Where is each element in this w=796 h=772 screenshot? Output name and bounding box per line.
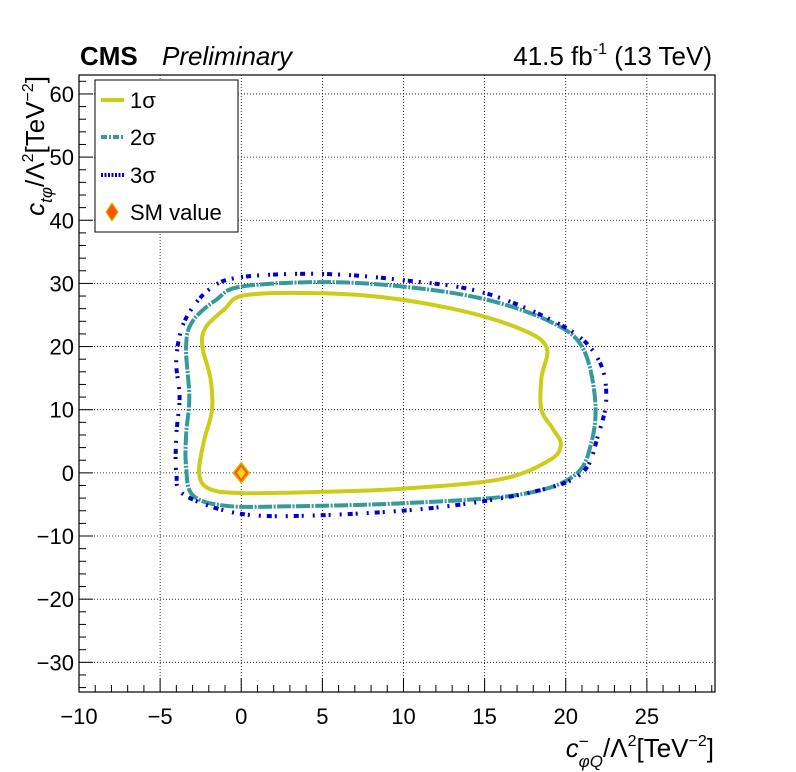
plot-frame [78,74,716,693]
x-label-sup: − [579,732,589,751]
y-axis-label: ctφ/Λ2[TeV−2] [20,76,56,216]
y-tick-label: 0 [62,461,74,486]
y-tick-label: −30 [37,650,74,675]
y-label-unit-close: ] [20,76,50,83]
x-label-rest-sup: 2 [628,733,637,750]
x-label-unit: [TeV [636,733,689,763]
energy-label: (13 TeV) [607,41,712,71]
y-tick-label: 40 [50,208,74,233]
legend-label-sm: SM value [130,200,222,225]
y-tick-label: 20 [50,335,74,360]
x-label-unit-close: ] [707,733,714,763]
y-tick-label: 10 [50,398,74,423]
x-axis-label: c− φQ/Λ2[TeV−2] [566,732,714,771]
x-tick-label: −10 [60,704,97,729]
x-tick-label: 0 [235,704,247,729]
x-tick-label: 5 [316,704,328,729]
x-label-rest: /Λ [603,733,628,763]
contour-1sigma [196,290,563,496]
sm-marker-layer [232,461,251,485]
x-label-base: c [566,733,579,763]
y-tick-label: 50 [50,145,74,170]
x-label-unit-sup: −2 [689,733,707,750]
y-tick-label: 60 [50,82,74,107]
x-label-sub: φQ [579,752,603,771]
legend-label-2sigma: 2σ [130,125,156,150]
x-tick-label: 20 [553,704,577,729]
x-tick-label: −5 [148,704,173,729]
legend-label-1sigma: 1σ [130,88,156,113]
legend-box [94,79,239,233]
x-tick-label: 25 [635,704,659,729]
axis-ticks [78,80,713,692]
y-label-rest: /Λ [20,162,50,187]
y-tick-label: 30 [50,271,74,296]
legend: 1σ 2σ 3σ SM value [94,79,239,233]
y-label-unit: [TeV [20,101,50,154]
y-tick-label: −10 [37,524,74,549]
x-tick-label: 10 [391,704,415,729]
tick-labels: −10 −5 0 5 10 15 20 25 −30 −20 −10 0 10 20 30 40 50 60 [37,82,659,729]
lumi-label: 41.5 fb-1 (13 TeV) [513,41,712,71]
y-tick-label: −20 [37,587,74,612]
legend-marker-sm [105,202,119,222]
x-tick-label: 15 [472,704,496,729]
y-label-sub: tφ [37,187,56,203]
y-label-base: c [20,203,50,216]
lumi-exponent: -1 [593,41,607,58]
experiment-label: CMS [80,41,138,71]
status-label: Preliminary [162,41,294,71]
lumi-value: 41.5 fb [513,41,593,71]
sm-value-marker-inner [236,466,246,479]
contour-3sigma [173,271,609,519]
legend-label-3sigma: 3σ [130,163,156,188]
y-label-rest-sup: 2 [20,153,37,162]
contour-2sigma [183,280,598,509]
y-label-unit-sup: −2 [20,83,37,101]
series-layer [173,271,609,519]
